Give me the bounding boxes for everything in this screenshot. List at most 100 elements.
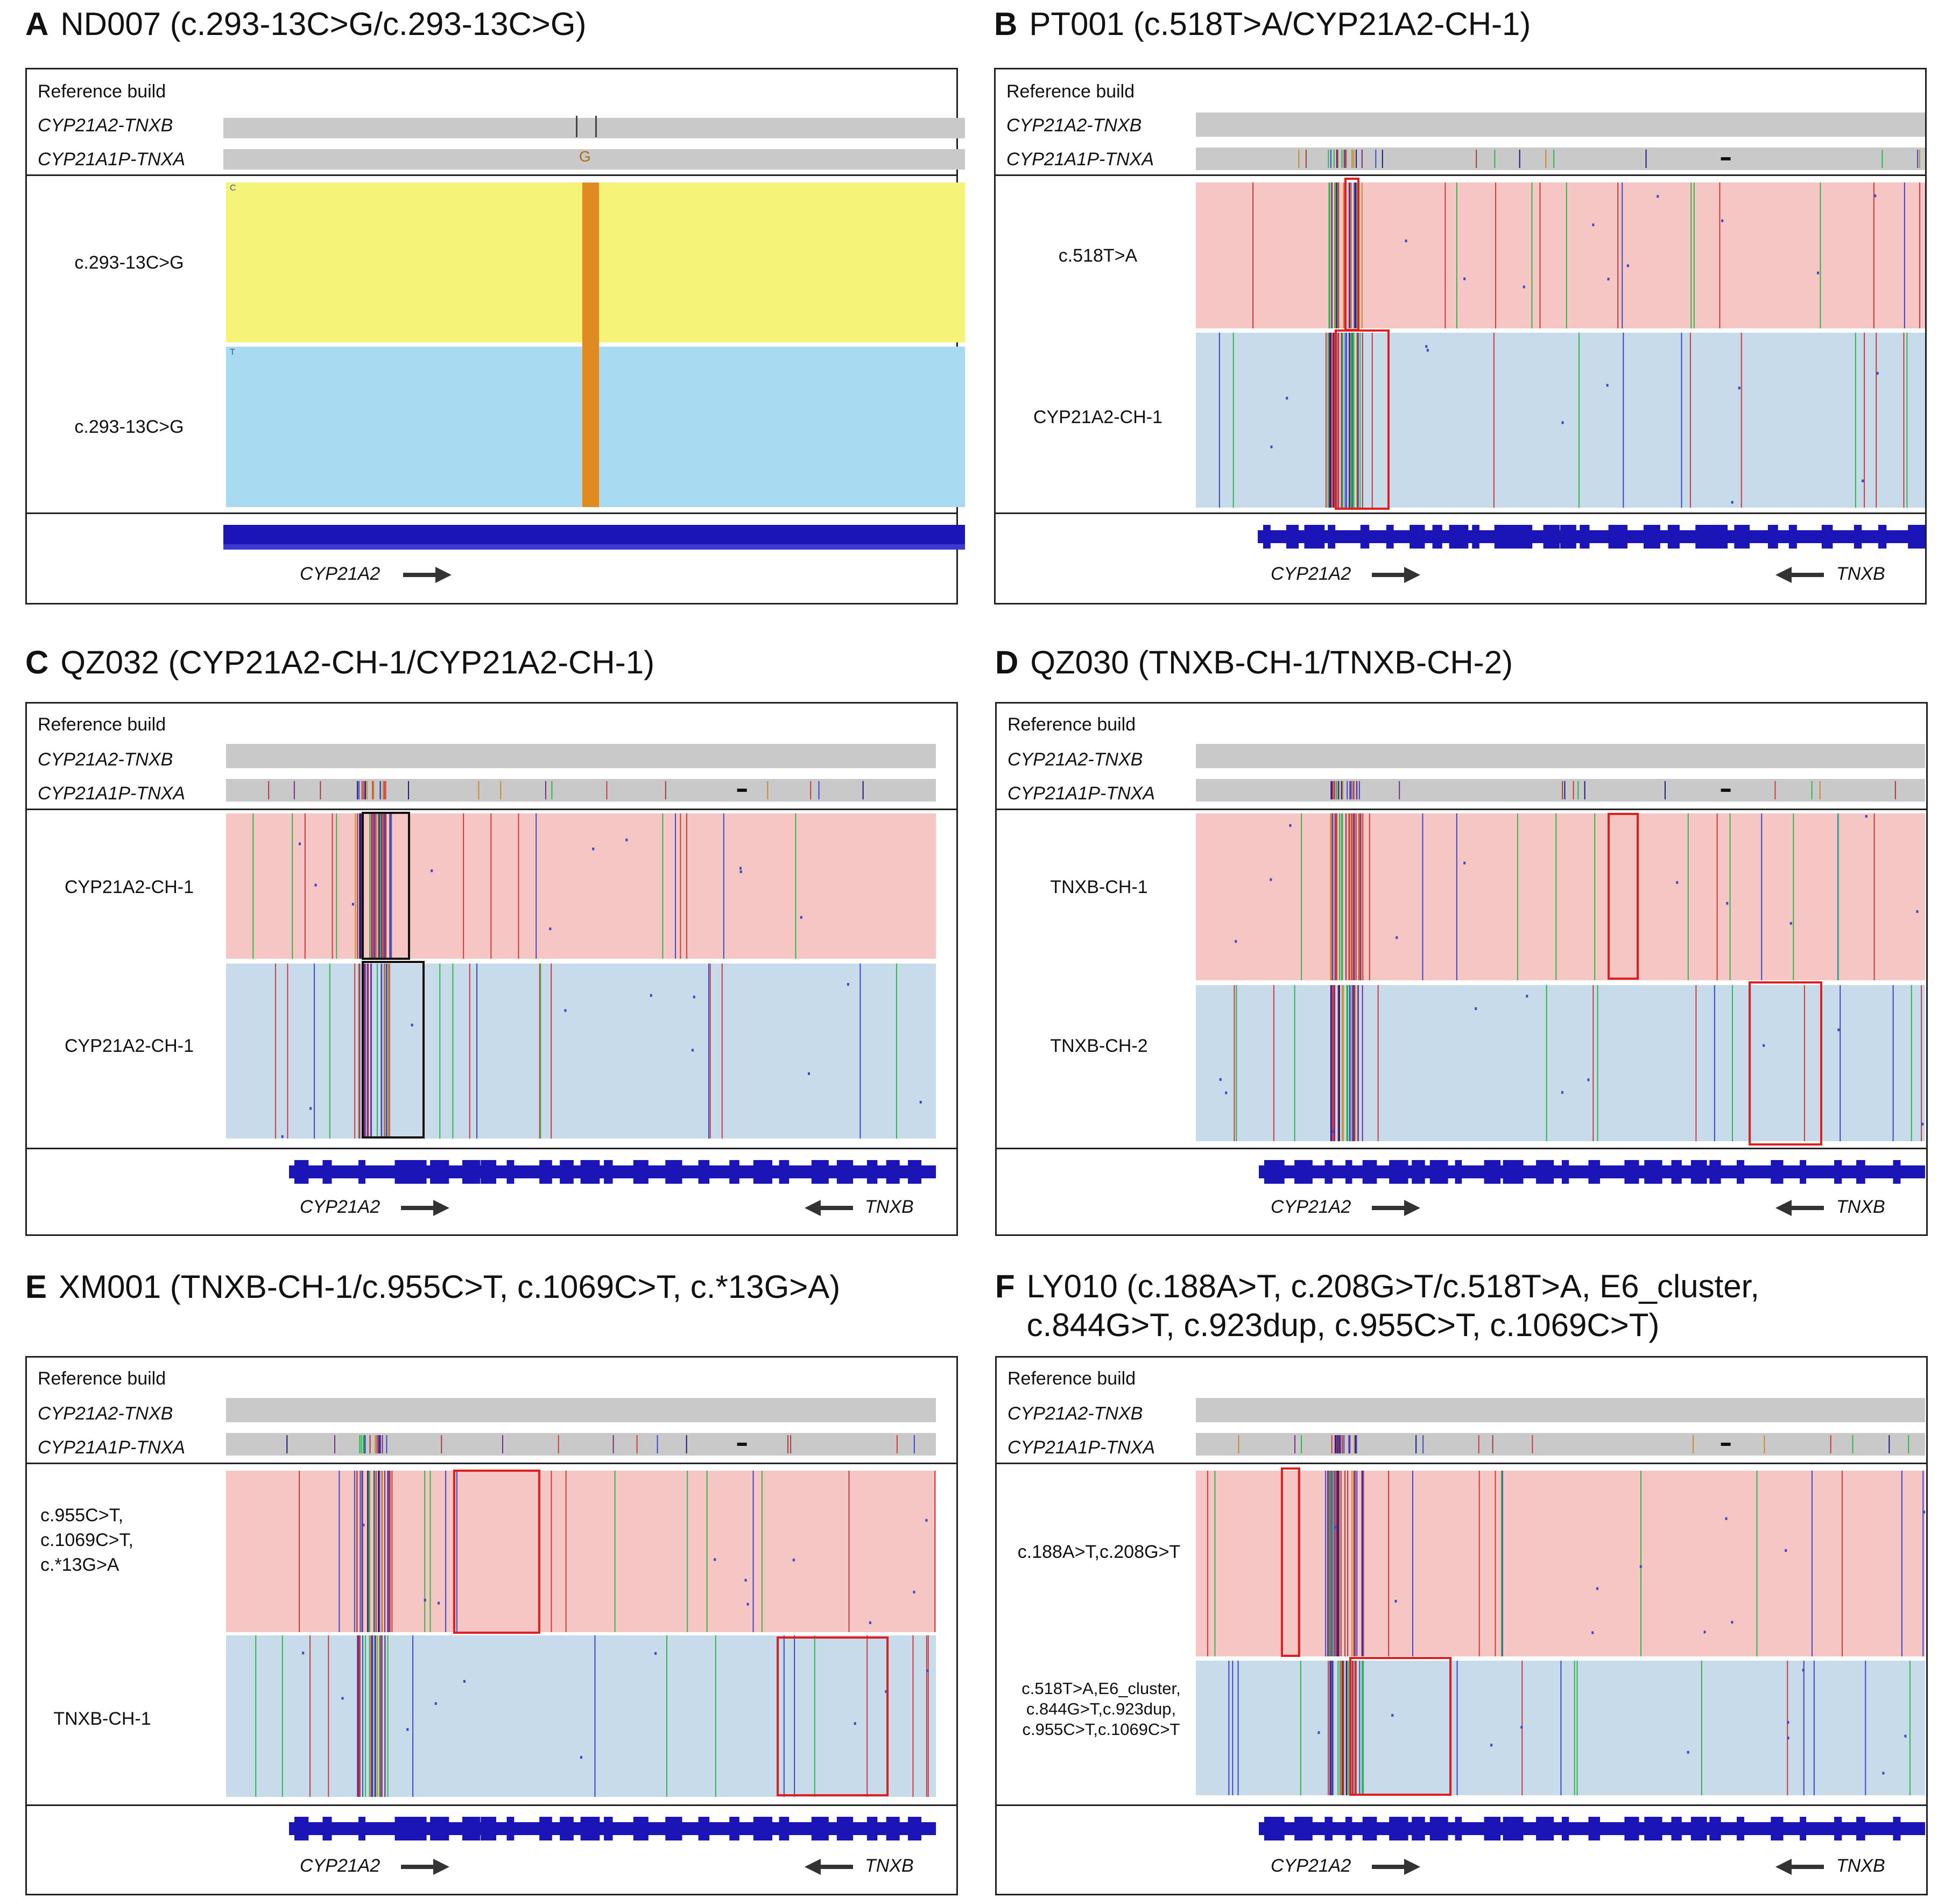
- variant-dot: [869, 1621, 871, 1624]
- gene-exon: [1736, 1817, 1744, 1840]
- gene-exon: [322, 1817, 332, 1840]
- variant-stripe: [539, 964, 540, 1139]
- variant-stripe: [1238, 1435, 1239, 1453]
- variant-stripe: [1359, 333, 1361, 508]
- variant-stripe: [912, 1635, 914, 1797]
- variant-stripe: [359, 1435, 361, 1453]
- gene-model: [1259, 1817, 1925, 1840]
- variant-stripe: [708, 964, 710, 1139]
- variant-stripe: [1714, 985, 1715, 1141]
- variant-stripe: [1341, 333, 1342, 508]
- panel-title-text: PT001 (c.518T>A/CYP21A2-CH-1): [1029, 6, 1531, 42]
- variant-stripe: [412, 1635, 414, 1797]
- variant-stripe: [1922, 1471, 1924, 1656]
- track-label-cyp21a1p-tnxa: CYP21A1P-TNXA: [1007, 1437, 1155, 1458]
- gene-label-cyp21a2: CYP21A2: [1271, 1856, 1351, 1876]
- variant-stripe: [359, 813, 361, 959]
- variant-stripe: [1352, 813, 1354, 980]
- panel-title: D QZ030 (TNXB-CH-1/TNXB-CH-2): [995, 643, 1513, 683]
- reference-variant-marks: [286, 1435, 915, 1453]
- gene-model: [289, 1817, 936, 1840]
- gene-exon: [1690, 1160, 1707, 1184]
- variant-stripe: [1329, 1471, 1331, 1656]
- variant-stripe: [1341, 150, 1343, 168]
- variant-dot: [919, 1100, 922, 1104]
- variant-stripe: [358, 1635, 360, 1797]
- gene-exon: [539, 1160, 552, 1184]
- variant-stripe: [1774, 781, 1776, 799]
- reference-build-label: Reference build: [1006, 81, 1135, 102]
- variant-stripe: [366, 781, 368, 799]
- variant-stripe: [1876, 333, 1877, 508]
- variant-stripe: [1361, 150, 1363, 168]
- gene-exon: [753, 1160, 773, 1184]
- variant-stripe: [1865, 1661, 1866, 1795]
- gene-exon: [1644, 1817, 1662, 1840]
- ref-variant-mark: [576, 116, 577, 137]
- highlight-box: [362, 961, 425, 1139]
- variant-stripe: [1531, 182, 1533, 328]
- panel-e: E XM001 (TNXB-CH-1/c.955C>T, c.1069C>T, c…: [25, 1267, 959, 1902]
- variant-stripe: [1901, 1471, 1902, 1656]
- variant-dot: [1785, 1549, 1787, 1552]
- variant-stripe: [381, 964, 383, 1139]
- gene-exon: [1494, 525, 1514, 549]
- variant-stripe: [1492, 1435, 1493, 1453]
- variant-stripe: [378, 813, 380, 959]
- variant-stripe: [377, 813, 379, 959]
- variant-dot: [1317, 1731, 1320, 1734]
- gene-exon: [1560, 525, 1576, 549]
- variant-stripe: [388, 964, 390, 1139]
- gene-exon: [779, 1817, 790, 1840]
- gene-exon: [1345, 1160, 1352, 1184]
- variant-stripe: [1305, 150, 1307, 168]
- variant-dot: [800, 916, 802, 919]
- variant-stripe: [1354, 813, 1355, 980]
- variant-stripe: [795, 813, 797, 959]
- variant-stripe: [372, 781, 373, 799]
- haplotype-1-track: [1196, 813, 1925, 980]
- variant-stripe: [927, 1635, 929, 1797]
- gene-exon: [1856, 1817, 1865, 1840]
- variant-stripe: [1356, 1471, 1358, 1656]
- variant-stripe: [281, 1635, 283, 1797]
- gene-exon: [1389, 1160, 1408, 1184]
- variant-stripe: [1687, 813, 1689, 980]
- gene-exon: [1624, 1817, 1639, 1840]
- variant-stripe: [1422, 1435, 1424, 1453]
- variant-dot: [1270, 878, 1272, 881]
- variant-stripe: [715, 1635, 716, 1797]
- variant-stripe: [657, 1435, 658, 1453]
- variant-stripe: [1519, 150, 1520, 168]
- variant-stripe: [1517, 813, 1518, 980]
- gene-exon: [836, 1160, 854, 1184]
- variant-stripe: [1852, 1435, 1854, 1453]
- variant-stripe: [1340, 1471, 1342, 1656]
- left-arrow-icon: [1775, 1200, 1824, 1216]
- panel-d: D QZ030 (TNXB-CH-1/TNXB-CH-2) Reference b…: [995, 643, 1929, 1240]
- gene-exon: [506, 1817, 515, 1840]
- variant-stripe: [1478, 1435, 1479, 1453]
- reference-track-bar: [226, 1398, 936, 1422]
- variant-dot: [1921, 1122, 1924, 1126]
- variant-stripe: [1645, 150, 1647, 168]
- gene-exon: [729, 1817, 739, 1840]
- panel-title: A ND007 (c.293-13C>G/c.293-13C>G): [25, 4, 586, 44]
- variant-stripe: [378, 1435, 380, 1453]
- variant-stripe: [1342, 781, 1344, 799]
- variant-stripe: [255, 1635, 257, 1797]
- variant-stripe: [1347, 985, 1349, 1141]
- variant-stripe: [1456, 1661, 1458, 1795]
- gene-exon: [1690, 1817, 1707, 1840]
- variant-stripe: [1881, 150, 1883, 168]
- gene-exon: [580, 1160, 600, 1184]
- variant-stripe: [1345, 150, 1347, 168]
- variant-stripe: [369, 1435, 371, 1453]
- haplotype-2-label: c.293-13C>G: [74, 417, 184, 437]
- variant-dot: [564, 1009, 567, 1012]
- gap-marker: [1721, 157, 1731, 160]
- gene-exon: [1410, 525, 1425, 549]
- variant-stripe: [687, 1471, 688, 1632]
- variant-stripe: [355, 813, 356, 959]
- gap-marker: [737, 789, 747, 792]
